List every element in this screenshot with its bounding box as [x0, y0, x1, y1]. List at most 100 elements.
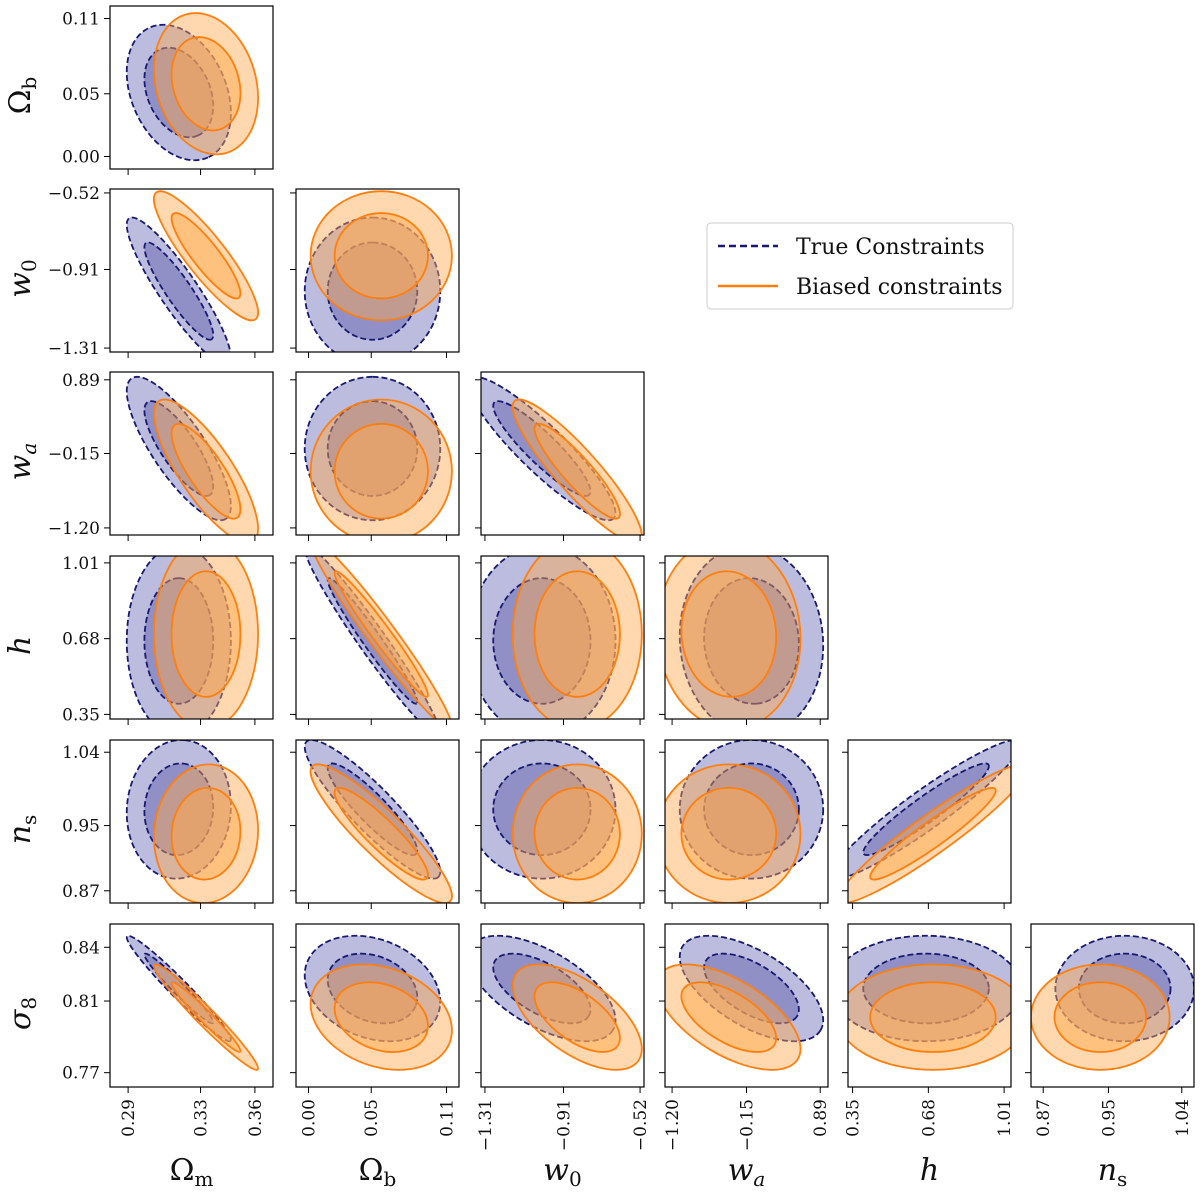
- panel-w0-vs-Om-contours: [125, 190, 259, 352]
- panel-ns-vs-Om-frame: [109, 739, 274, 904]
- xtick-label-h-0: 0.35: [844, 1099, 864, 1137]
- panel-h-vs-wa-biased-constraints-1sigma-ellipse: [680, 570, 778, 698]
- legend-true-label: True Constraints: [796, 235, 985, 260]
- panel-ns-vs-wa: [659, 739, 829, 909]
- ytick-label-Ob-2: 0.11: [62, 10, 100, 30]
- ytick-label-h-0: 0.35: [62, 705, 100, 725]
- panel-s8-vs-Om-contours: [125, 934, 259, 1071]
- xtick-label-ns-1: 0.95: [1099, 1099, 1119, 1137]
- ytick-label-ns-1: 0.95: [62, 817, 100, 837]
- panel-Ob-vs-Om: [104, 5, 274, 175]
- ylabel-wa: wa: [3, 443, 41, 481]
- panel-w0-vs-Om: [104, 188, 274, 358]
- ytick-label-Ob-1: 0.05: [62, 85, 100, 105]
- panel-ns-vs-Om-biased-constraints-1sigma-ellipse: [170, 786, 242, 881]
- xtick-label-Om-0: 0.29: [119, 1099, 139, 1137]
- panel-h-vs-Om-frame: [109, 555, 274, 720]
- panel-h-vs-w0-biased-constraints-1sigma-ellipse: [533, 570, 621, 698]
- panel-s8-vs-ns-frame: [1030, 923, 1195, 1088]
- xlabel-ns: ns: [1098, 1153, 1128, 1191]
- panel-ns-vs-w0-frame: [480, 739, 645, 904]
- panel-s8-vs-ns-biased-constraints-1sigma-ellipse: [1053, 981, 1148, 1053]
- panel-wa-vs-w0-contours: [481, 375, 643, 535]
- panel-ns-vs-h-frame: [847, 739, 1012, 904]
- panel-s8-vs-Ob-contours: [303, 934, 453, 1071]
- panel-h-vs-w0-contours: [481, 556, 643, 719]
- panel-h-vs-Ob-contours: [303, 556, 453, 719]
- xtick-label-h-2: 1.01: [995, 1099, 1015, 1137]
- panel-w0-vs-Om-true-constraints-1sigma-ellipse: [143, 241, 215, 341]
- panel-ns-vs-Om: [104, 739, 274, 909]
- ytick-label-wa-1: −0.15: [48, 445, 100, 465]
- ytick-label-w0-1: −0.91: [48, 261, 100, 281]
- panel-w0-vs-Om-frame: [109, 188, 274, 353]
- xlabel-h: h: [920, 1153, 939, 1188]
- panel-w0-vs-Ob-contours: [303, 190, 453, 352]
- ytick-label-ns-2: 1.04: [62, 743, 100, 763]
- ylabel-ns: ns: [3, 815, 41, 845]
- panel-wa-vs-Om: [104, 371, 274, 541]
- panel-s8-vs-w0-biased-constraints-1sigma-ellipse: [533, 981, 621, 1053]
- panel-h-vs-w0: [475, 555, 645, 725]
- xtick-label-w0-1: −0.91: [554, 1099, 574, 1151]
- ylabel-Ob: Ωb: [3, 77, 41, 115]
- panel-Ob-vs-Om-biased-constraints-1sigma-ellipse: [170, 36, 242, 132]
- panel-ns-vs-wa-biased-constraints-1sigma-ellipse: [680, 786, 778, 881]
- panel-wa-vs-Om-biased-constraints-1sigma-ellipse: [170, 422, 242, 520]
- panel-s8-vs-wa: [659, 923, 829, 1093]
- panel-Ob-vs-Om-contours: [125, 12, 259, 162]
- ytick-label-ns-0: 0.87: [62, 882, 100, 902]
- panels-layer: [104, 5, 1195, 1093]
- panel-wa-vs-w0-biased-constraints-1sigma-ellipse: [533, 422, 621, 520]
- panel-h-vs-wa-contours: [665, 556, 825, 719]
- panel-wa-vs-w0: [475, 371, 645, 541]
- panel-s8-vs-h: [842, 923, 1012, 1093]
- axes-layer: 0.00 0.05 0.11 −1.31 −0.91 −0.52 −1.20 −0.15 0.8…: [3, 10, 1193, 1191]
- xtick-label-h-1: 0.68: [919, 1099, 939, 1137]
- legend-frame: [706, 222, 1014, 310]
- panel-ns-vs-h-contours: [848, 740, 1011, 903]
- panel-ns-vs-w0-contours: [481, 740, 643, 903]
- xtick-label-Ob-0: 0.00: [300, 1099, 320, 1137]
- xtick-label-Om-2: 0.36: [246, 1099, 266, 1137]
- panel-wa-vs-Om-contours: [125, 375, 259, 535]
- panel-ns-vs-wa-contours: [665, 740, 825, 903]
- xtick-label-w0-2: −0.52: [631, 1099, 651, 1151]
- ylabel-h: h: [3, 636, 38, 655]
- panel-w0-vs-Om-biased-constraints-1sigma-ellipse: [170, 212, 242, 300]
- panel-ns-vs-Ob-frame: [295, 739, 460, 904]
- xlabel-wa: wa: [728, 1153, 766, 1191]
- panel-s8-vs-Om: [104, 923, 274, 1093]
- panel-ns-vs-Om-contours: [125, 740, 259, 903]
- panel-ns-vs-h-true-constraints-1sigma-ellipse: [862, 762, 990, 857]
- panel-ns-vs-h: [842, 739, 1012, 909]
- panel-ns-vs-w0-biased-constraints-1sigma-ellipse: [533, 786, 621, 881]
- panel-s8-vs-h-biased-constraints-1sigma-ellipse: [869, 981, 997, 1053]
- xtick-label-wa-2: 0.89: [811, 1099, 831, 1137]
- panel-s8-vs-h-contours: [848, 934, 1011, 1071]
- ytick-label-w0-2: −0.52: [48, 184, 100, 204]
- panel-s8-vs-Ob-frame: [295, 923, 460, 1088]
- panel-wa-vs-Ob-biased-constraints-1sigma-ellipse: [333, 422, 429, 520]
- xtick-label-Ob-2: 0.11: [437, 1099, 457, 1137]
- xlabel-w0: w0: [543, 1153, 581, 1191]
- panel-s8-vs-Om-frame: [109, 923, 274, 1088]
- panel-h-vs-Om: [104, 555, 274, 725]
- xtick-label-Ob-1: 0.05: [362, 1099, 382, 1137]
- ytick-label-wa-0: −1.20: [48, 519, 100, 539]
- panel-wa-vs-Ob: [290, 371, 460, 541]
- panel-w0-vs-Ob-frame: [295, 188, 460, 353]
- ytick-label-s8-0: 0.77: [62, 1064, 100, 1084]
- panel-ns-vs-Ob: [290, 739, 460, 909]
- xlabel-Ob: Ωb: [359, 1153, 397, 1191]
- xtick-label-wa-0: −1.20: [663, 1099, 683, 1151]
- panel-Ob-vs-Om-frame: [109, 5, 274, 170]
- legend-biased-label: Biased constraints: [796, 275, 1003, 300]
- panel-ns-vs-w0: [475, 739, 645, 909]
- panel-h-vs-Ob: [290, 555, 460, 725]
- panel-h-vs-Om-biased-constraints-1sigma-ellipse: [170, 570, 242, 698]
- ytick-label-s8-1: 0.81: [62, 992, 100, 1012]
- xtick-label-ns-0: 0.87: [1034, 1099, 1054, 1137]
- panel-ns-vs-Ob-biased-constraints-1sigma-ellipse: [333, 786, 429, 881]
